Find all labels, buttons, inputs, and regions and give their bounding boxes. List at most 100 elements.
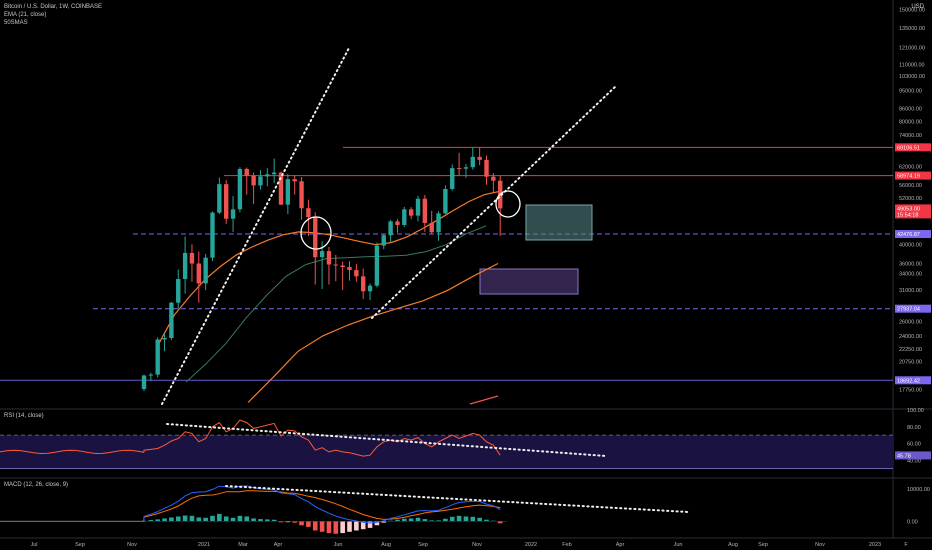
macd-histogram-bar [189,515,195,522]
time-axis-label: F [904,542,908,548]
price-tick-label: 74000.00 [899,133,922,139]
candle-body [415,198,421,216]
candle-body [374,245,380,286]
time-axis-label: Sep [758,542,768,548]
price-tag [895,204,931,219]
candle-body [210,212,215,258]
macd-histogram-bar [312,521,318,531]
macd-histogram-bar [265,519,270,522]
candle-body [388,221,393,236]
macd-histogram-bar [230,517,236,522]
price-tick-label: 36000.00 [899,262,922,268]
price-tick-label: 24000.00 [899,334,922,340]
candle-body [251,175,256,186]
candle-body [470,156,475,168]
macd-histogram-bar [443,518,448,522]
rsi-divergence-dotted [166,423,607,457]
candle-body [395,221,400,225]
candle-body [381,235,386,246]
candle-body [456,168,462,170]
rsi-value-label: 45.78 [897,453,911,459]
price-tag-label: 27937.04 [897,307,920,313]
rsi-tick-label: 100.00 [907,408,924,414]
price-tick-label: 17750.00 [899,388,922,394]
candle-body [196,263,201,284]
price-tick-label: 52000.00 [899,196,922,202]
candle-body [313,217,318,258]
price-tag-label: 58974.19 [897,174,920,180]
candle-body [224,184,229,219]
price-tick-label: 150000.00 [899,7,925,13]
macd-histogram-bar [381,521,387,523]
candle-body [367,285,373,292]
trendline-dotted [161,47,350,405]
macd-histogram-bar [244,516,250,522]
rsi-value-tag [895,451,931,460]
highlight-ellipse [300,216,332,250]
macd-legend: MACD (12, 26, close, 9) [4,482,69,488]
time-axis-label: Apr [274,542,283,548]
candle-body [203,257,208,284]
macd-histogram-bar [169,517,174,522]
macd-histogram-bar [367,521,373,528]
candle-body [463,167,469,169]
macd-histogram-bar [285,521,291,523]
candle-body [306,208,311,218]
candle-body [333,264,338,266]
chart-legend: Bitcoin / U.S. Dollar, 1W, COINBASE EMA … [4,3,102,27]
price-tag-countdown: 15:54:18 [897,212,918,218]
macd-histogram-bar [155,519,160,522]
price-tick-label: 34000.00 [899,272,922,278]
macd-histogram-bar [449,516,455,522]
candle-body [450,168,455,189]
candle-body [361,276,366,292]
macd-histogram-bar [223,516,229,522]
candle-body [443,188,448,214]
candle-body [477,156,482,160]
trendline-dotted [371,85,617,319]
price-tick-label: 95000.00 [899,89,922,95]
rsi-tick-label: 40.00 [907,458,921,464]
macd-histogram-bar [436,520,441,522]
currency-label: USD [911,4,924,10]
macd-histogram-bar [299,521,304,526]
price-tick-label: 62000.00 [899,165,922,171]
macd-tick-label: 10000.00 [907,487,930,493]
time-axis-label: Sep [418,542,428,548]
macd-histogram-bar [422,519,428,522]
price-tick-label: 22250.00 [899,347,922,353]
legend-symbol: Bitcoin / U.S. Dollar, 1W, COINBASE [4,4,103,10]
macd-histogram-bar [175,516,181,522]
macd-histogram-bar [402,518,407,522]
macd-histogram-bar [217,513,222,522]
macd-histogram-bar [326,521,332,534]
ema21-line [158,190,501,344]
price-tag [895,304,931,313]
macd-histogram-bar [237,515,243,522]
time-axis-label: Jun [674,542,683,548]
candle-body [182,252,188,280]
price-tag-label: 49053.00 [897,206,920,212]
macd-histogram-bar [497,521,503,524]
macd-histogram-bar [470,516,476,522]
candle-body [285,179,291,205]
macd-histogram-bar [360,521,366,530]
time-axis-label: Jul [30,542,37,548]
legend-ema: EMA (21, close) [4,12,47,18]
candle-body [491,176,496,181]
rsi-tick-label: 80.00 [907,425,921,431]
price-tick-label: 20750.00 [899,360,922,366]
macd-divergence-dotted [225,485,689,513]
candle-body [340,265,345,268]
price-tag-label: 42476.87 [897,232,920,238]
candle-body [176,279,181,303]
macd-histogram-bar [477,517,482,522]
candle-body [278,172,284,205]
candle-body [299,181,304,209]
price-tick-label: 135000.00 [899,26,925,32]
price-tick-label: 103000.00 [899,74,925,80]
highlight-ellipse [495,190,521,218]
price-tick-label: 26000.00 [899,319,922,325]
legend-sma: 50SMAS [4,20,28,26]
